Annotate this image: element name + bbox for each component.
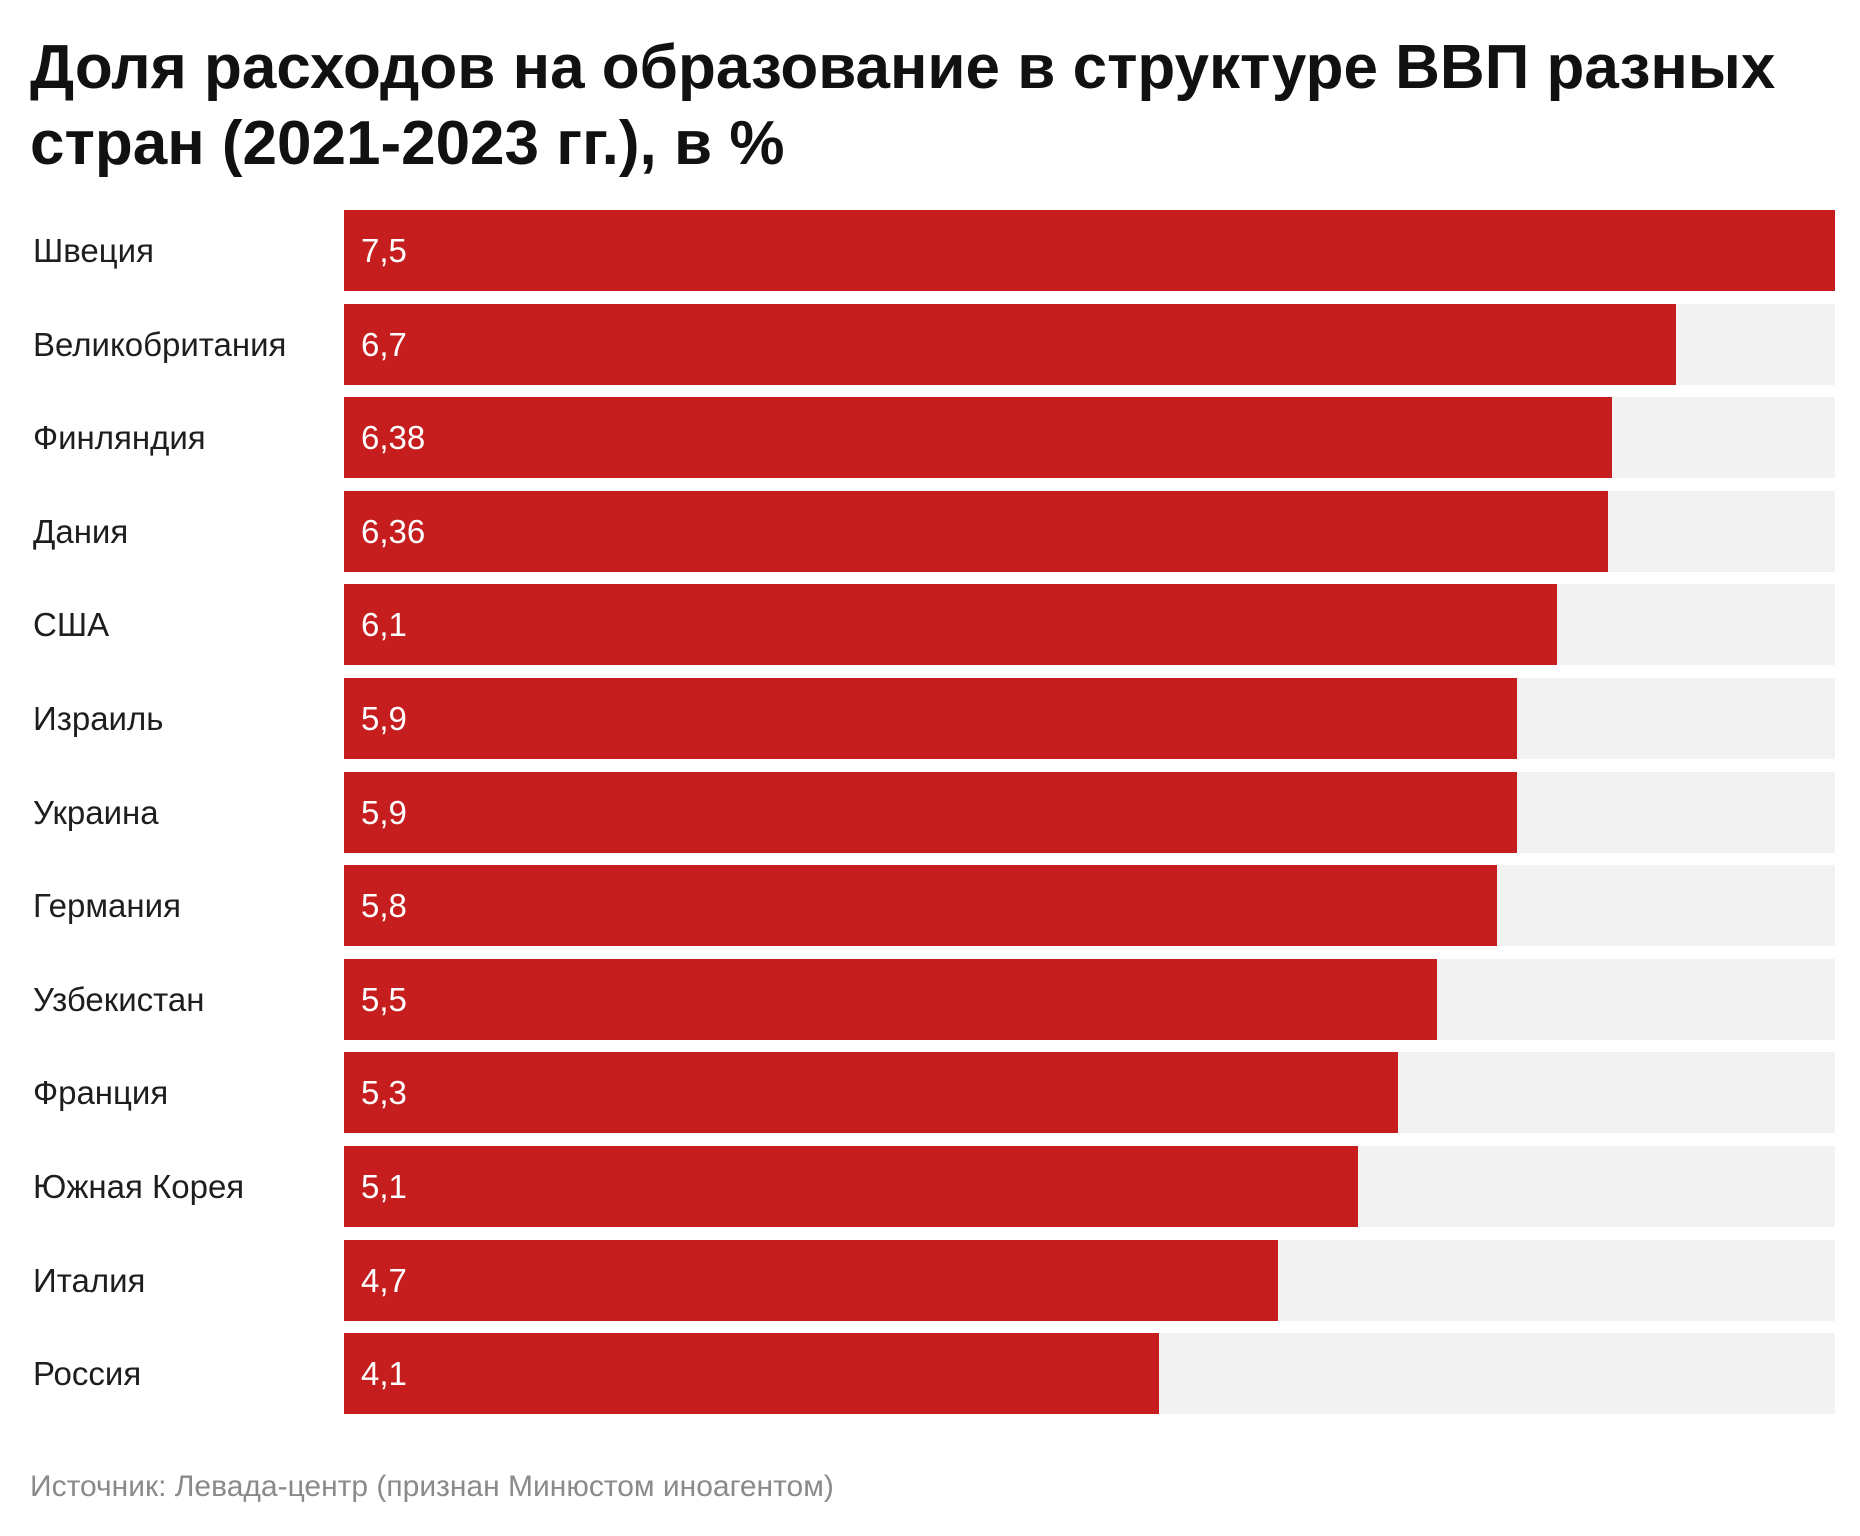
bar-row: Финляндия 6,38 (0, 397, 1860, 479)
bar-row: Великобритания 6,7 (0, 303, 1860, 385)
bar-row: Израиль 5,9 (0, 678, 1860, 759)
bar-track: 4,1 (344, 1333, 1835, 1415)
category-label: Италия (33, 1261, 146, 1299)
bar-track: 6,7 (344, 303, 1835, 385)
bar-row: Узбекистан 5,5 (0, 958, 1860, 1040)
value-label: 5,8 (361, 887, 407, 925)
bar-track: 4,7 (344, 1239, 1835, 1321)
bar: 5,3 (344, 1052, 1398, 1134)
bar-track: 5,1 (344, 1146, 1835, 1227)
bar-row: Франция 5,3 (0, 1052, 1860, 1134)
category-label: Великобритания (33, 325, 287, 363)
value-label: 6,38 (361, 419, 426, 457)
category-label: Узбекистан (33, 980, 205, 1018)
category-label: Швеция (33, 232, 154, 269)
bar-track: 5,5 (344, 958, 1835, 1040)
bar-row: Россия 4,1 (0, 1333, 1860, 1415)
value-label: 4,7 (361, 1261, 407, 1299)
bar-row: Украина 5,9 (0, 771, 1860, 853)
value-label: 5,9 (361, 700, 407, 737)
bar: 4,1 (344, 1333, 1160, 1415)
value-label: 6,1 (361, 606, 407, 644)
bar-track: 5,8 (344, 865, 1835, 947)
bar-track: 6,38 (344, 397, 1835, 479)
bar: 6,7 (344, 303, 1676, 385)
category-label: Южная Корея (33, 1168, 245, 1205)
value-label: 7,5 (361, 232, 407, 269)
bar: 5,1 (344, 1146, 1358, 1227)
bar: 5,5 (344, 958, 1438, 1040)
bar-row: Южная Корея 5,1 (0, 1146, 1860, 1227)
bar-row: Швеция 7,5 (0, 210, 1860, 291)
value-label: 6,7 (361, 325, 407, 363)
bar-row: Дания 6,36 (0, 490, 1860, 572)
category-label: Франция (33, 1074, 169, 1112)
value-label: 6,36 (361, 512, 426, 550)
category-label: Финляндия (33, 419, 206, 457)
bar-track: 5,3 (344, 1052, 1835, 1134)
category-label: Украина (33, 793, 159, 831)
bar: 5,9 (344, 678, 1517, 759)
bar: 7,5 (344, 210, 1835, 291)
bar: 5,9 (344, 771, 1517, 853)
bar-row: Италия 4,7 (0, 1239, 1860, 1321)
bar-row: США 6,1 (0, 584, 1860, 666)
category-label: Германия (33, 887, 181, 925)
bar: 6,38 (344, 397, 1613, 479)
category-label: США (33, 606, 110, 644)
bar-track: 5,9 (344, 771, 1835, 853)
bar: 5,8 (344, 865, 1498, 947)
category-label: Израиль (33, 700, 164, 737)
value-label: 5,9 (361, 793, 407, 831)
category-label: Россия (33, 1355, 142, 1393)
value-label: 4,1 (361, 1355, 407, 1393)
chart-title: Доля расходов на образование в структуре… (30, 33, 1776, 178)
bar: 6,36 (344, 490, 1609, 572)
bar-track: 7,5 (344, 210, 1835, 291)
bar-track: 6,1 (344, 584, 1835, 666)
bar-row: Германия 5,8 (0, 865, 1860, 947)
value-label: 5,1 (361, 1168, 407, 1205)
bar-track: 6,36 (344, 490, 1835, 572)
value-label: 5,5 (361, 980, 407, 1018)
source-note: Источник: Левада-центр (признан Минюстом… (30, 1470, 834, 1503)
value-label: 5,3 (361, 1074, 407, 1112)
category-label: Дания (33, 512, 129, 550)
bar: 4,7 (344, 1239, 1279, 1321)
bar-track: 5,9 (344, 678, 1835, 759)
bar: 6,1 (344, 584, 1557, 666)
